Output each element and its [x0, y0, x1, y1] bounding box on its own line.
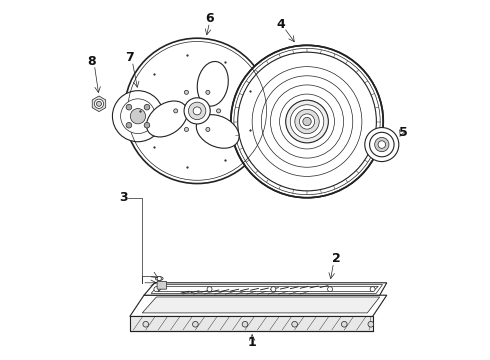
Polygon shape: [144, 283, 387, 295]
Text: 4: 4: [276, 18, 285, 31]
Circle shape: [342, 321, 347, 327]
Circle shape: [154, 287, 159, 292]
Circle shape: [184, 127, 189, 131]
Circle shape: [328, 287, 333, 292]
Circle shape: [143, 321, 148, 327]
Circle shape: [290, 105, 324, 138]
Circle shape: [292, 321, 297, 327]
Circle shape: [303, 117, 311, 126]
Circle shape: [184, 98, 210, 124]
Text: 8: 8: [88, 55, 96, 68]
Circle shape: [157, 276, 161, 281]
Circle shape: [378, 141, 386, 148]
Circle shape: [206, 90, 210, 94]
Circle shape: [206, 127, 210, 131]
Circle shape: [193, 321, 198, 327]
Circle shape: [207, 287, 212, 292]
Circle shape: [286, 100, 328, 143]
Circle shape: [173, 109, 178, 113]
Text: 6: 6: [205, 12, 214, 25]
Circle shape: [126, 104, 132, 110]
Circle shape: [370, 287, 375, 292]
Polygon shape: [142, 297, 380, 313]
Polygon shape: [130, 316, 372, 330]
Polygon shape: [92, 96, 106, 112]
Circle shape: [193, 107, 201, 115]
Circle shape: [189, 102, 206, 120]
Circle shape: [121, 99, 155, 134]
Circle shape: [144, 122, 150, 128]
Circle shape: [124, 38, 270, 184]
Circle shape: [97, 101, 101, 106]
Text: 2: 2: [332, 252, 341, 265]
Text: 1: 1: [248, 336, 256, 349]
Polygon shape: [130, 295, 387, 316]
Text: 7: 7: [125, 51, 134, 64]
Circle shape: [144, 104, 150, 110]
Circle shape: [299, 114, 315, 129]
Circle shape: [369, 132, 394, 157]
Ellipse shape: [147, 101, 187, 137]
Ellipse shape: [155, 276, 163, 280]
Circle shape: [231, 45, 383, 198]
Circle shape: [242, 321, 248, 327]
Circle shape: [368, 321, 374, 327]
FancyBboxPatch shape: [157, 282, 167, 289]
Circle shape: [130, 109, 146, 124]
Circle shape: [217, 109, 221, 113]
Ellipse shape: [197, 62, 228, 106]
Circle shape: [271, 287, 276, 292]
Circle shape: [365, 127, 399, 162]
Text: 5: 5: [399, 126, 408, 139]
Circle shape: [184, 90, 189, 94]
Circle shape: [95, 99, 103, 108]
Ellipse shape: [196, 114, 239, 148]
Text: 3: 3: [120, 191, 128, 204]
Circle shape: [112, 91, 164, 142]
Circle shape: [295, 109, 319, 134]
Circle shape: [126, 122, 132, 128]
Circle shape: [375, 138, 389, 152]
